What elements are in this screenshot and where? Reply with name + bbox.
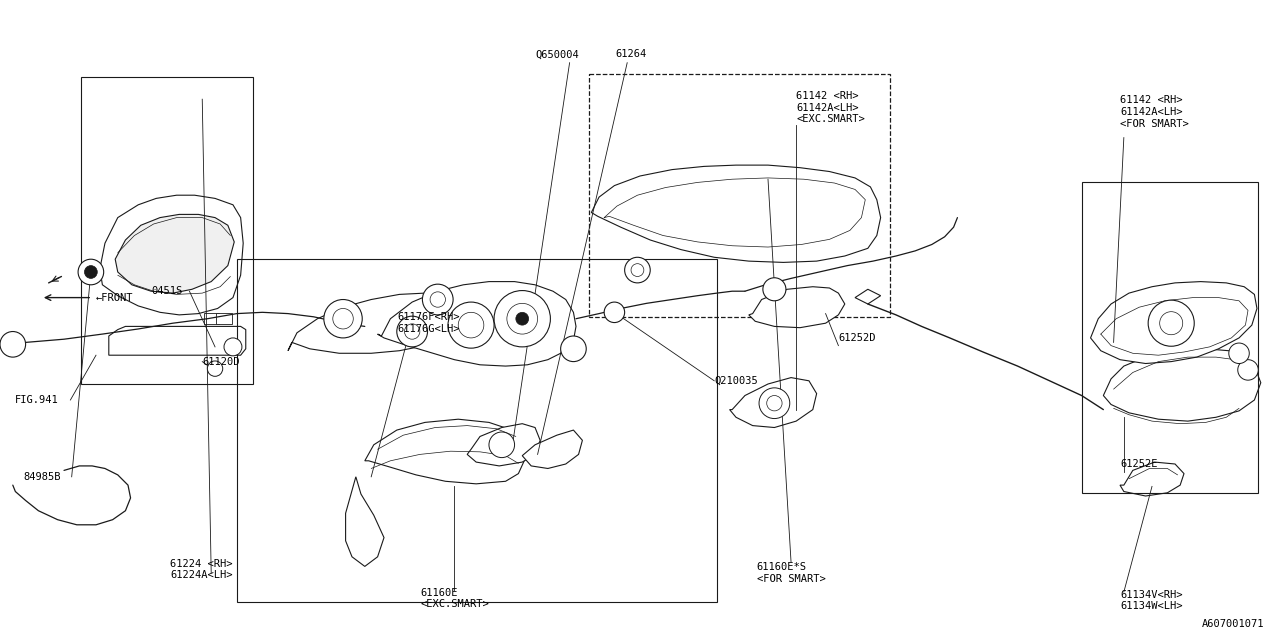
Circle shape	[1148, 300, 1194, 346]
Text: 61142 <RH>
61142A<LH>
<EXC.SMART>: 61142 <RH> 61142A<LH> <EXC.SMART>	[796, 91, 865, 124]
Polygon shape	[1103, 349, 1261, 421]
Circle shape	[333, 308, 353, 329]
Polygon shape	[730, 378, 817, 428]
Polygon shape	[378, 282, 576, 366]
Text: 61252E: 61252E	[1120, 459, 1157, 469]
Text: 61120D: 61120D	[202, 356, 239, 367]
Polygon shape	[855, 289, 881, 304]
Bar	[204, 313, 219, 324]
Polygon shape	[115, 214, 234, 293]
Circle shape	[604, 302, 625, 323]
Text: 61252D: 61252D	[838, 333, 876, 343]
Circle shape	[1160, 312, 1183, 335]
Bar	[216, 313, 232, 324]
Text: A607001071: A607001071	[1202, 619, 1265, 629]
Text: Q650004: Q650004	[535, 49, 579, 60]
Polygon shape	[1091, 282, 1257, 364]
Polygon shape	[346, 477, 384, 566]
Text: FIG.941: FIG.941	[15, 395, 59, 405]
Text: 0451S: 0451S	[151, 286, 182, 296]
Bar	[237, 259, 717, 602]
Bar	[1082, 182, 1258, 493]
Circle shape	[759, 388, 790, 419]
Text: 61142 <RH>
61142A<LH>
<FOR SMART>: 61142 <RH> 61142A<LH> <FOR SMART>	[1120, 95, 1189, 129]
Circle shape	[1238, 360, 1258, 380]
Circle shape	[1229, 343, 1249, 364]
Polygon shape	[522, 430, 582, 468]
Polygon shape	[467, 424, 540, 466]
Polygon shape	[749, 287, 845, 328]
Circle shape	[489, 432, 515, 458]
Polygon shape	[100, 195, 243, 315]
Circle shape	[448, 302, 494, 348]
Circle shape	[458, 312, 484, 338]
Circle shape	[207, 361, 223, 376]
Text: Q210035: Q210035	[714, 376, 758, 386]
Circle shape	[625, 257, 650, 283]
Circle shape	[324, 300, 362, 338]
Text: 61224 <RH>
61224A<LH>: 61224 <RH> 61224A<LH>	[170, 559, 233, 580]
Polygon shape	[1120, 462, 1184, 496]
Polygon shape	[365, 419, 525, 484]
Circle shape	[631, 264, 644, 276]
Text: ←FRONT: ←FRONT	[96, 292, 133, 303]
Text: 61160E*S
<FOR SMART>: 61160E*S <FOR SMART>	[756, 562, 826, 584]
Polygon shape	[288, 293, 463, 353]
Polygon shape	[109, 326, 246, 355]
Polygon shape	[591, 165, 881, 262]
Text: 61160E
<EXC.SMART>: 61160E <EXC.SMART>	[420, 588, 489, 609]
Circle shape	[0, 332, 26, 357]
Circle shape	[422, 284, 453, 315]
Bar	[81, 77, 253, 384]
Circle shape	[767, 396, 782, 411]
Circle shape	[507, 303, 538, 334]
Circle shape	[404, 324, 420, 339]
Text: 61264: 61264	[616, 49, 646, 60]
Bar	[589, 74, 890, 317]
Circle shape	[397, 316, 428, 347]
Circle shape	[84, 266, 97, 278]
Text: 84985B: 84985B	[23, 472, 60, 482]
Circle shape	[430, 292, 445, 307]
Text: 61176F<RH>
61176G<LH>: 61176F<RH> 61176G<LH>	[398, 312, 460, 334]
Circle shape	[494, 291, 550, 347]
Circle shape	[224, 338, 242, 356]
Circle shape	[516, 312, 529, 325]
Circle shape	[561, 336, 586, 362]
Circle shape	[78, 259, 104, 285]
Text: 61134V<RH>
61134W<LH>: 61134V<RH> 61134W<LH>	[1120, 589, 1183, 611]
Circle shape	[763, 278, 786, 301]
